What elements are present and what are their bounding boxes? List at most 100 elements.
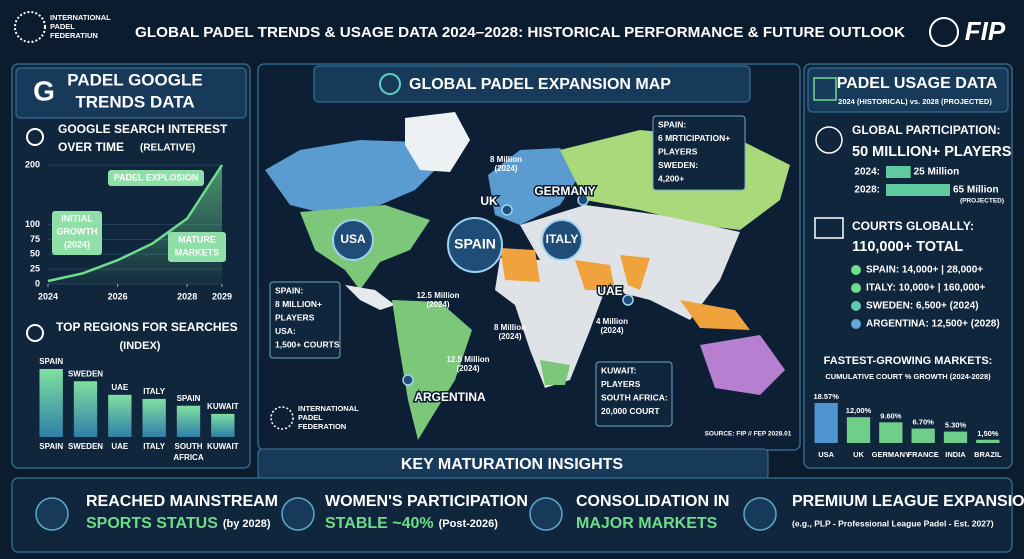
insight-text: REACHED MAINSTREAM (86, 493, 278, 510)
insights-title: KEY MATURATION INSIGHTS (401, 456, 624, 473)
bullet (851, 319, 861, 329)
map-stat: 8 Million (494, 323, 526, 332)
court-stat: SPAIN: 14,000+ | 28,000+ (866, 265, 983, 276)
insight-note: (by 2028) (223, 518, 271, 530)
x-tick-label: SWEDEN (68, 442, 103, 451)
logo-text: INTERNATIONAL (50, 13, 111, 22)
panel-title: PADEL GOOGLE (67, 70, 202, 89)
source-note: SOURCE: FIP // FEP 2028.01 (705, 431, 792, 438)
insights-panel (11, 477, 1013, 553)
globe-icon (379, 73, 401, 95)
insight-line: SPORTS STATUS (by 2028) (86, 515, 271, 532)
map-stat: 8 Million (490, 155, 522, 164)
map-stat: (2024) (456, 364, 479, 373)
bar (886, 166, 911, 178)
callout-box (652, 115, 746, 191)
map-stat: 12.5 Million (446, 355, 489, 364)
y-tick-label: 75 (30, 234, 40, 244)
chart-subtitle: (RELATIVE) (140, 143, 195, 154)
chart-title: OVER TIME (58, 140, 124, 154)
chart-subtitle: CUMULATIVE COURT % GROWTH (2024-2028) (825, 372, 991, 381)
insight-line: MAJOR MARKETS (576, 515, 718, 532)
panel-title: TRENDS DATA (75, 92, 194, 111)
annotation: PADEL EXPLOSION (114, 172, 199, 182)
map-label: USA (340, 232, 366, 246)
value-label: 9.60% (880, 411, 902, 420)
chart-subtitle: (INDEX) (120, 340, 161, 352)
map-label: GERMANY (534, 184, 595, 198)
bar-label: SPAIN (177, 394, 201, 403)
callout-text: PLAYERS (601, 379, 641, 389)
map-logo-mark (270, 406, 294, 430)
bar (911, 428, 935, 443)
map-label: UAE (597, 284, 622, 298)
logo-text: FEDERATIUN (50, 31, 98, 40)
globe-icon (815, 126, 843, 154)
value-label: 12,00% (846, 406, 872, 415)
value-label: 25 Million (914, 167, 960, 178)
bar-note: (PROJECTED) (960, 198, 1004, 205)
bar (943, 431, 968, 443)
insight-note: (Post-2026) (439, 518, 499, 530)
logo-mark (14, 11, 46, 43)
insight-icon (281, 497, 315, 531)
section-total: 110,000+ TOTAL (852, 239, 963, 255)
bar-label: UAE (111, 383, 129, 392)
insight-text: CONSOLIDATION IN (576, 493, 729, 510)
x-tick-label: KUWAIT (207, 442, 239, 451)
x-tick-label: USA (818, 450, 834, 459)
x-tick-label: 2028 (177, 291, 197, 301)
map-label: ITALY (546, 232, 579, 246)
callout-text: USA: (275, 326, 296, 336)
insight-highlight: STABLE ~40% (325, 515, 434, 532)
court-icon (814, 217, 844, 239)
callout-text: SOUTH AFRICA: (601, 392, 668, 402)
y-tick-label: 25 (30, 264, 40, 274)
brand: FIP (965, 16, 1006, 46)
map-dot (577, 194, 589, 206)
y-tick-label: 200 (25, 159, 40, 169)
x-tick-label: ITALY (143, 442, 165, 451)
callout-text: PLAYERS (275, 312, 315, 322)
search-icon (26, 128, 44, 146)
annotation: MARKETS (175, 247, 220, 257)
callout-text: 6 MRTICIPATION+ (658, 133, 730, 143)
bar-label: SWEDEN (68, 369, 103, 378)
x-tick-label: FRANCE (908, 450, 939, 459)
x-tick-label: SOUTH (175, 442, 203, 451)
x-tick-label: GERMANY (872, 450, 910, 459)
page-title: GLOBAL PADEL TRENDS & USAGE DATA 2024–20… (135, 24, 905, 41)
annotation: (2024) (64, 239, 90, 249)
insight-icon (743, 497, 777, 531)
bar-label: SPAIN (39, 357, 63, 366)
y-tick-label: 2024: (854, 167, 880, 178)
trend-line (47, 164, 224, 283)
map-stat: 4 Million (596, 317, 628, 326)
callout-text: SPAIN: (275, 285, 303, 295)
insight-icon (529, 497, 563, 531)
court-stat: SWEDEN: 6,500+ (2024) (866, 301, 979, 312)
x-tick-label: 2029 (212, 291, 232, 301)
value-label: 18.57% (813, 392, 839, 401)
map-marker (447, 217, 503, 273)
bullet (851, 301, 861, 311)
bar (846, 417, 871, 443)
map-label: UK (480, 194, 498, 208)
bar-label: ITALY (143, 387, 165, 396)
map-dot (501, 204, 513, 216)
map-label: SPAIN (454, 236, 496, 252)
y-tick-label: 0 (35, 278, 40, 288)
map-logo-text: INTERNATIONAL (298, 404, 359, 413)
map-header (313, 65, 751, 103)
x-tick-label: 2024 (38, 291, 58, 301)
section-title: COURTS GLOBALLY: (852, 219, 974, 233)
x-tick-label: AFRICA (173, 453, 203, 462)
bullet (851, 283, 861, 293)
map-dot (622, 294, 634, 306)
insight-highlight: MAJOR MARKETS (576, 515, 718, 532)
bar (176, 405, 201, 437)
annotation-box (108, 170, 204, 186)
map-title: GLOBAL PADEL EXPANSION MAP (409, 76, 671, 93)
chart-title: GOOGLE SEARCH INTEREST (58, 122, 228, 136)
